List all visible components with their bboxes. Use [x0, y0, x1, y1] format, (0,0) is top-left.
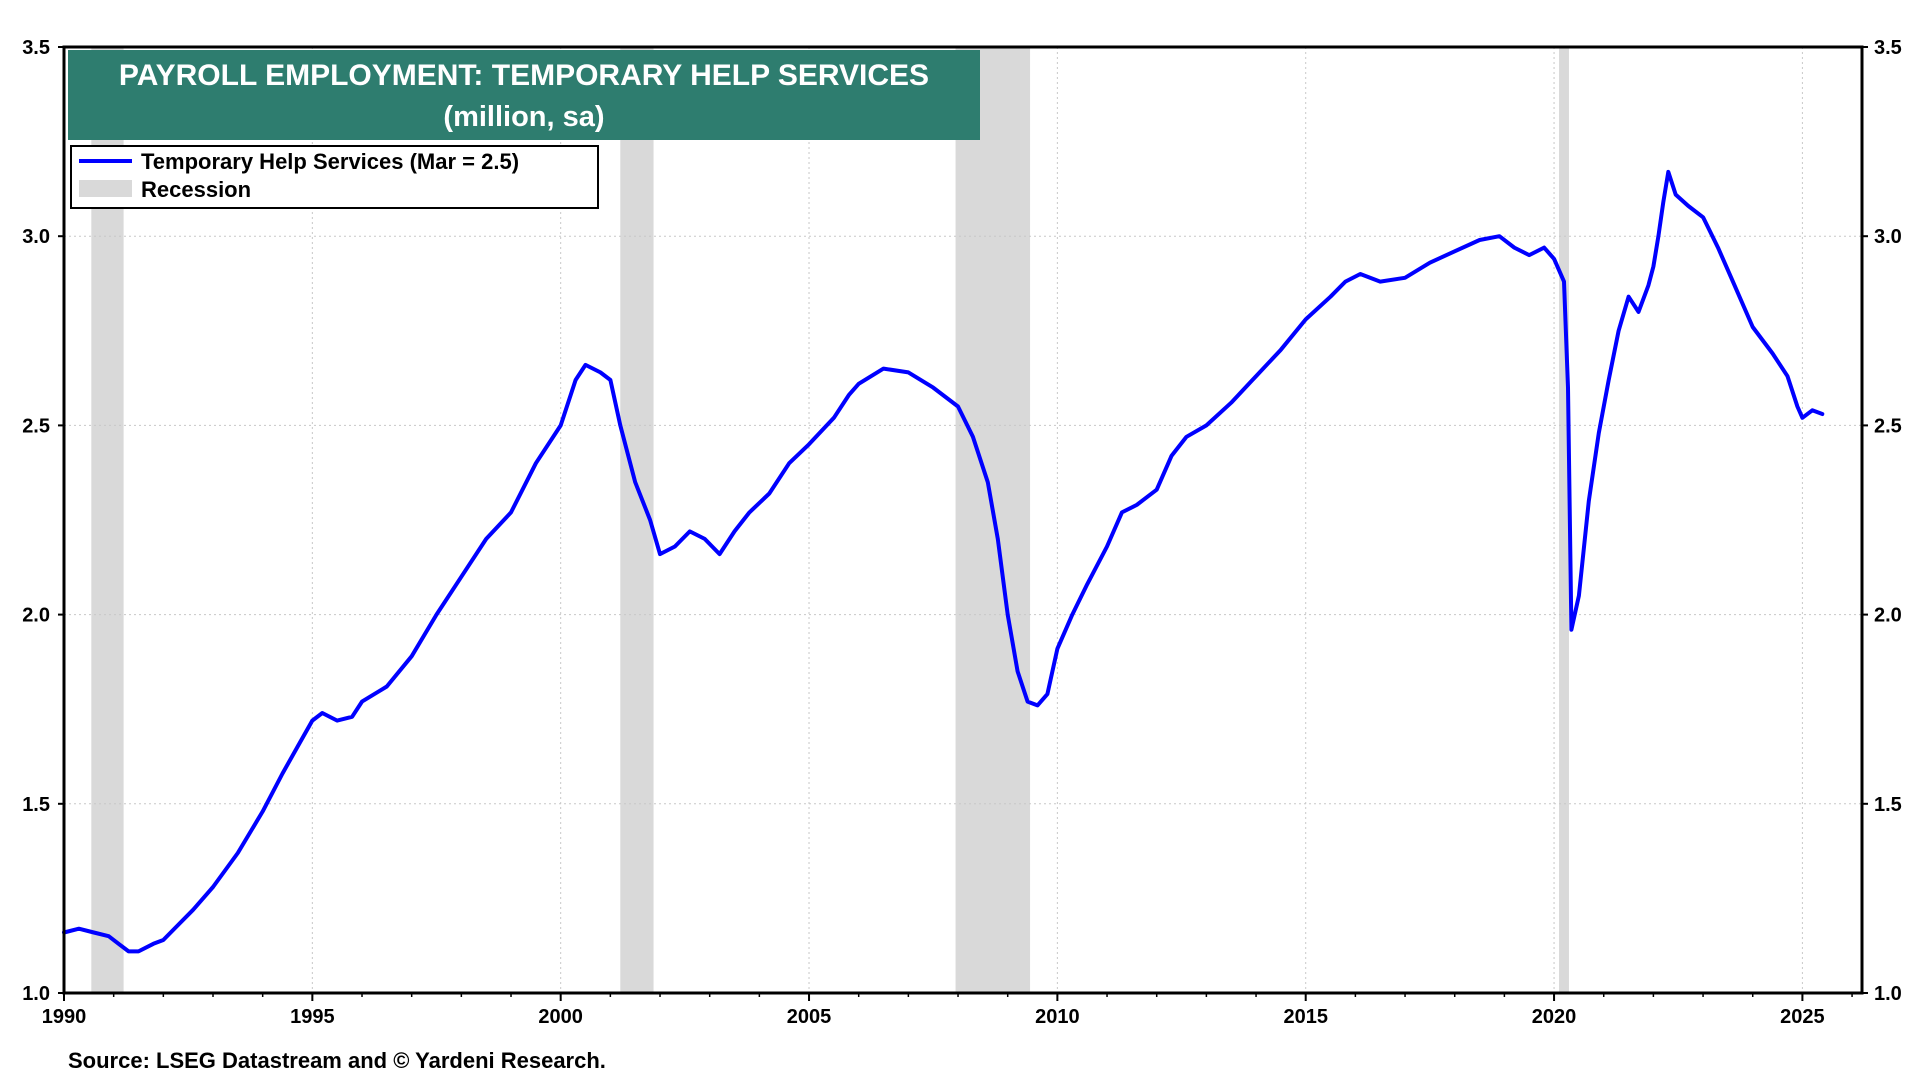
y-tick-label-right: 3.0 — [1874, 226, 1902, 248]
y-tick-label-left: 2.5 — [22, 415, 50, 437]
y-tick-label-right: 1.0 — [1874, 983, 1902, 1005]
y-tick-label-right: 1.5 — [1874, 794, 1902, 816]
title-background — [68, 50, 980, 140]
y-tick-label-left: 1.0 — [22, 983, 50, 1005]
plot-frame — [62, 45, 1864, 995]
x-tick-label: 1990 — [42, 1006, 87, 1028]
legend-label-series: Temporary Help Services (Mar = 2.5) — [141, 149, 519, 174]
legend-box — [70, 145, 599, 209]
recession-band — [1559, 47, 1569, 993]
y-tick-label-left: 1.5 — [22, 794, 50, 816]
x-tick-label: 2025 — [1780, 1006, 1825, 1028]
chart-title: PAYROLL EMPLOYMENT: TEMPORARY HELP SERVI… — [119, 59, 929, 92]
legend-label-recession: Recession — [141, 177, 251, 202]
y-tick-label-left: 3.5 — [22, 37, 50, 59]
y-tick-label-right: 2.5 — [1874, 415, 1902, 437]
chart-subtitle: (million, sa) — [443, 101, 604, 133]
y-tick-label-right: 3.5 — [1874, 37, 1902, 59]
y-tick-label-left: 2.0 — [22, 605, 50, 627]
legend-swatch-recession — [79, 180, 132, 197]
series-line-temporary-help-services — [62, 169, 1825, 954]
x-tick-label: 2010 — [1035, 1006, 1080, 1028]
axis-tick-labels: 1990 1995 2000 2005 2010 2015 2020 2025 1.0 1.0 1.… — [22, 37, 1902, 1028]
y-tick-label-left: 3.0 — [22, 226, 50, 248]
title-box: PAYROLL EMPLOYMENT: TEMPORARY HELP SERVI… — [68, 50, 980, 140]
x-tick-label: 1995 — [290, 1006, 335, 1028]
y-tick-label-right: 2.0 — [1874, 605, 1902, 627]
source-note: Source: LSEG Datastream and © Yardeni Re… — [68, 1048, 606, 1073]
x-tick-label: 2005 — [787, 1006, 832, 1028]
series-layer — [62, 169, 1825, 954]
x-tick-label: 2000 — [538, 1006, 583, 1028]
legend: Temporary Help Services (Mar = 2.5) Rece… — [70, 145, 599, 209]
x-tick-label: 2015 — [1283, 1006, 1328, 1028]
x-tick-label: 2020 — [1532, 1006, 1577, 1028]
axis-ticks — [58, 46, 1868, 1001]
